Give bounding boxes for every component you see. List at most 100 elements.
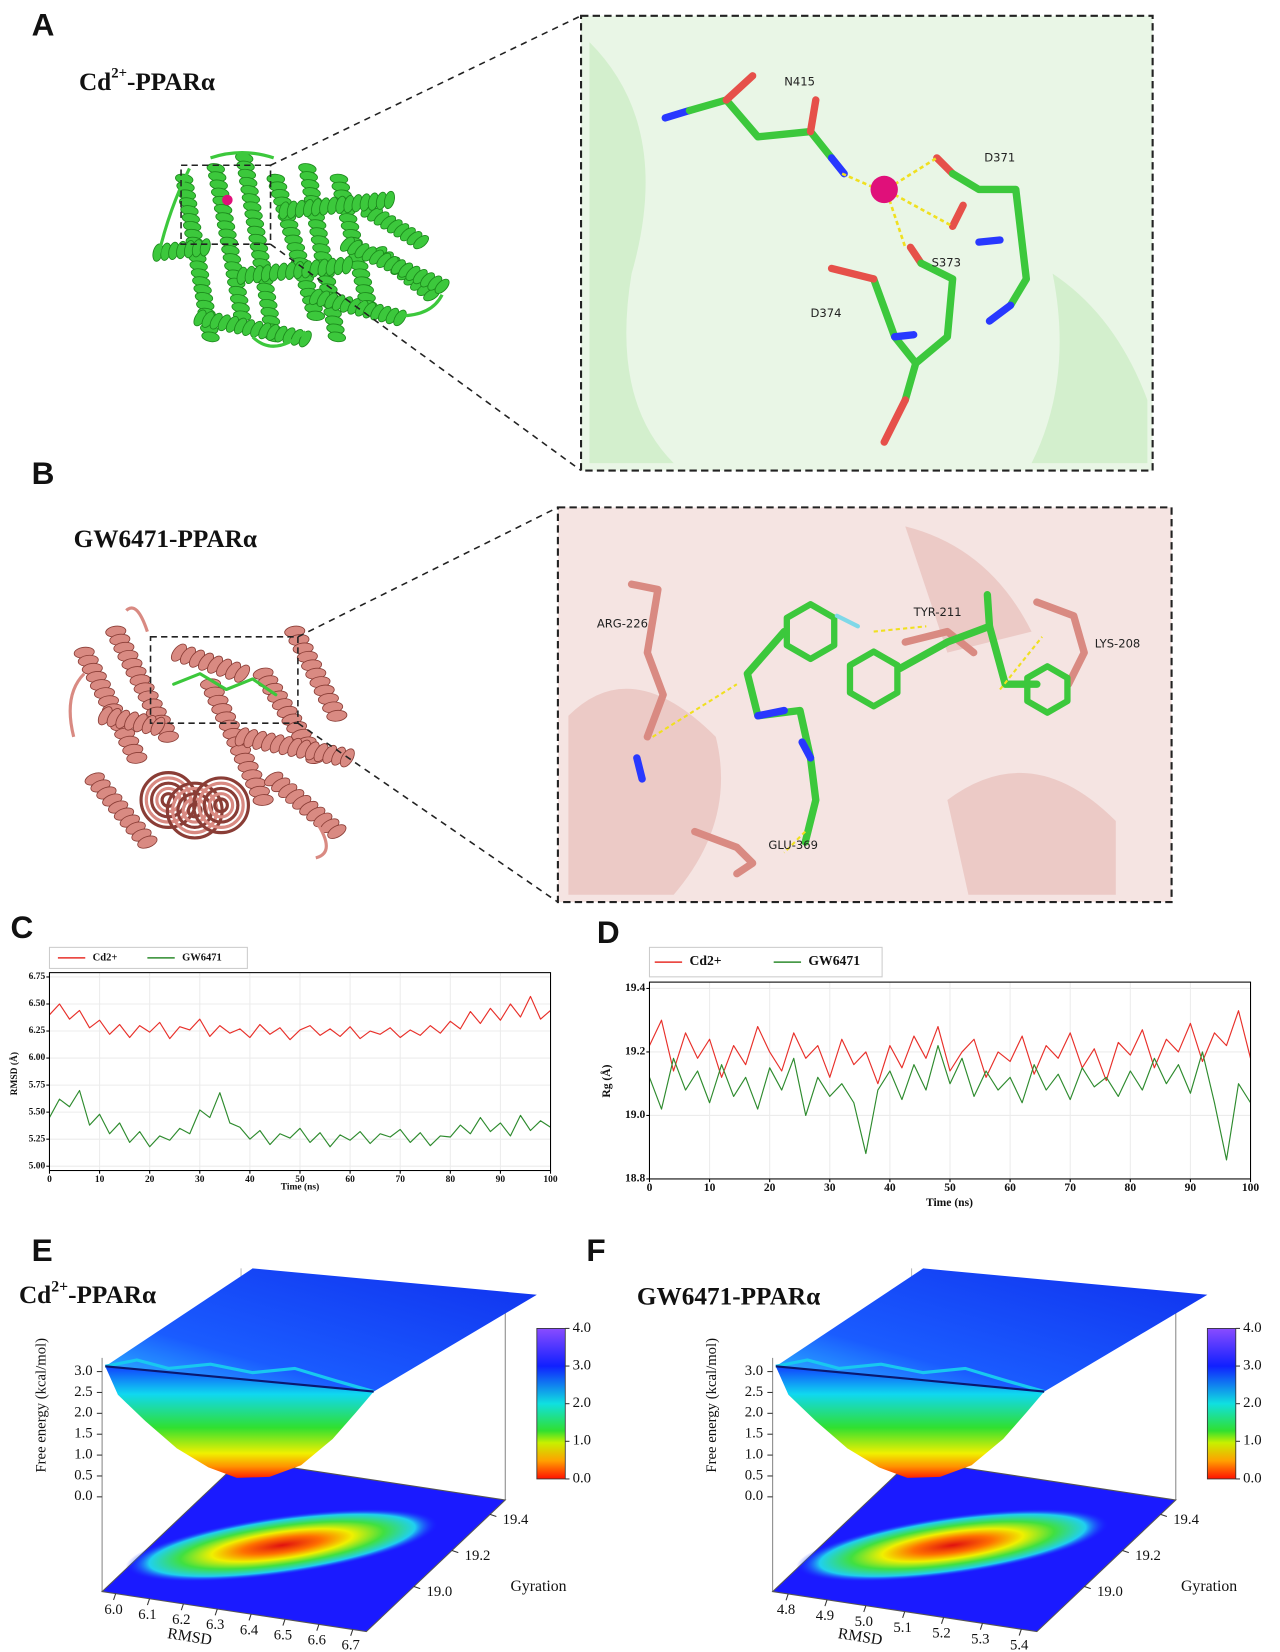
bond: [891, 331, 918, 341]
bond: [827, 154, 848, 178]
residue-label: D371: [984, 150, 1015, 164]
helix-ring: [207, 792, 235, 819]
colorbar: [1206, 1328, 1237, 1480]
metal-ion: [222, 194, 233, 206]
helix-turn: [327, 331, 347, 343]
y-tick-label: 19.4: [503, 1512, 529, 1528]
legend-box: [648, 946, 883, 978]
x-tick-label: 40: [884, 1181, 896, 1194]
x-tick-label: 5.2: [932, 1626, 950, 1642]
x-tick-label: 0: [647, 1181, 653, 1194]
energy-top-plane: [105, 1268, 537, 1392]
connector: [999, 636, 1043, 691]
helix-ring: [213, 797, 229, 814]
y-tick-label: 19.2: [625, 1045, 645, 1058]
bond: [1024, 663, 1071, 716]
energy-surface: [775, 1366, 1045, 1478]
tick-mark: [248, 1613, 252, 1621]
y-tick-label: 5.25: [29, 1134, 46, 1144]
x-tick-label: 40: [245, 1175, 255, 1185]
bond: [172, 672, 278, 697]
tick-mark: [902, 1611, 906, 1619]
energy-top-plane: [775, 1268, 1208, 1392]
x-tick-label: 60: [1004, 1181, 1016, 1194]
x-tick-label: 90: [496, 1175, 506, 1185]
x-tick-label: 4.8: [777, 1602, 795, 1618]
z-tick-label: 2.5: [74, 1384, 92, 1400]
connector: [783, 830, 807, 854]
panel-letter: F: [586, 1232, 605, 1268]
z-tick-label: 3.0: [745, 1363, 763, 1379]
panel-letter: C: [11, 909, 34, 945]
y-tick-label: 5.50: [29, 1107, 46, 1117]
connector: [270, 243, 582, 472]
x-tick-label: 0: [47, 1175, 52, 1185]
title-text: -PPARα: [68, 1281, 156, 1309]
z-tick-label: 0.5: [74, 1467, 92, 1483]
surface-ridge: [105, 1365, 374, 1393]
residue-label: ARG-226: [597, 617, 648, 631]
colorbar-tick-label: 2.0: [1243, 1395, 1261, 1411]
colorbar-tick-label: 3.0: [1243, 1357, 1261, 1373]
x-tick-label: 10: [95, 1175, 105, 1185]
colorbar-tick-label: 0.0: [573, 1470, 591, 1486]
helix-turn: [157, 730, 179, 743]
connector: [894, 156, 938, 186]
zoom-frame: [556, 506, 1173, 904]
z-tick-label: 1.0: [74, 1446, 92, 1462]
panel-title: GW6471-PPARα: [74, 525, 257, 553]
panel-letter: B: [32, 455, 55, 491]
helix-turn: [234, 664, 251, 683]
bond: [901, 627, 978, 657]
y-tick-label: 19.2: [1135, 1548, 1161, 1564]
x-axis-label: RMSD: [166, 1625, 213, 1649]
helix-turn: [137, 835, 158, 849]
y-axis-label: Gyration: [511, 1578, 567, 1595]
connector: [888, 199, 907, 248]
colorbar-tick-label: 2.0: [573, 1395, 591, 1411]
bond: [661, 106, 694, 122]
bond: [754, 706, 788, 720]
faint-cartoon: [589, 42, 1148, 464]
helix-turn: [434, 278, 450, 294]
x-tick-label: 6.6: [308, 1633, 326, 1649]
series-line: [648, 1010, 1252, 1085]
helix-turn: [341, 256, 353, 275]
bond: [983, 591, 994, 631]
helix-ring: [202, 786, 240, 824]
residue-label: S373: [932, 256, 961, 270]
bond: [685, 96, 836, 162]
title-text: Cd: [79, 68, 111, 96]
x-tick-label: 6.4: [240, 1622, 259, 1638]
loop: [156, 151, 444, 348]
title-sup: 2+: [111, 66, 127, 82]
residue-label: D374: [811, 306, 842, 320]
y-tick-label: 5.00: [29, 1161, 46, 1171]
x-tick-label: 30: [824, 1181, 836, 1194]
x-axis-label: RMSD: [837, 1625, 884, 1649]
z-axis-label: Free energy (kcal/mol): [33, 1338, 49, 1473]
helix-turn: [201, 331, 220, 343]
z-tick-label: 1.5: [745, 1426, 763, 1442]
x-tick-label: 5.0: [855, 1614, 873, 1630]
z-tick-label: 2.5: [745, 1384, 763, 1400]
bond: [798, 738, 815, 762]
colorbar-tick-label: 1.0: [573, 1433, 591, 1449]
density-core: [796, 1508, 1110, 1582]
tick-mark: [785, 1593, 789, 1601]
helix-turn: [150, 716, 166, 736]
tick-mark: [282, 1619, 286, 1626]
helix-turn: [413, 235, 429, 250]
protein-cartoon: [68, 606, 355, 860]
x-tick-label: 100: [543, 1175, 557, 1185]
bond: [870, 259, 957, 367]
y-tick-label: 18.8: [625, 1172, 645, 1185]
residue-label: TYR-211: [913, 605, 962, 619]
y-axis-label: Gyration: [1181, 1578, 1237, 1595]
y-axis-label: Rg (Å): [599, 1064, 613, 1097]
x-tick-label: 70: [395, 1175, 405, 1185]
x-tick-label: 20: [764, 1181, 776, 1194]
zoom-box: [149, 636, 299, 724]
x-tick-label: 50: [944, 1181, 956, 1194]
